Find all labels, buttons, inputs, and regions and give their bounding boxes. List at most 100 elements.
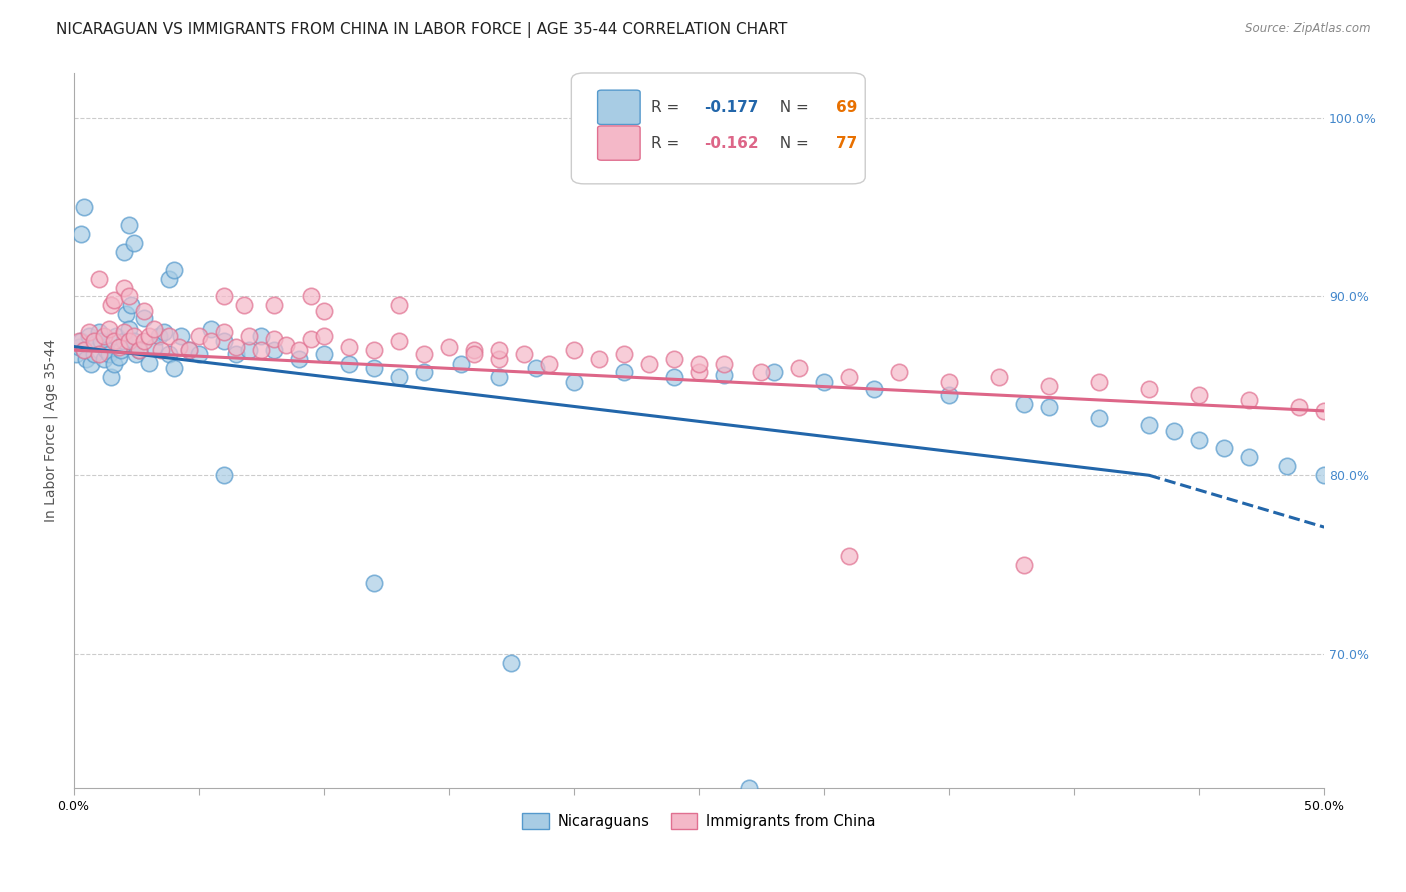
Point [100,298,122,312]
Point [388,298,411,312]
Point [100,370,122,384]
Point [117,321,139,335]
Point [93,352,115,367]
Point [412,365,434,379]
Point [67,334,90,348]
Point [65,347,87,361]
Point [450,358,472,372]
Point [87,271,110,285]
Point [122,235,145,250]
Point [238,328,260,343]
Point [112,334,135,348]
Point [177,343,200,358]
Point [163,262,186,277]
Point [150,343,173,358]
Point [1088,376,1111,390]
Point [120,298,142,312]
Point [713,368,735,383]
Point [72,343,94,358]
Point [187,347,209,361]
Text: R =: R = [651,136,685,151]
Point [337,340,360,354]
Point [537,358,560,372]
Point [200,321,222,335]
Point [117,218,139,232]
Point [738,781,761,796]
Point [513,347,536,361]
FancyBboxPatch shape [598,126,640,161]
Point [97,321,120,335]
Point [838,549,860,563]
Point [80,358,103,372]
Point [187,328,209,343]
Point [938,376,960,390]
Point [299,289,322,303]
Point [200,334,222,348]
Point [157,328,180,343]
Point [488,370,510,384]
Text: Source: ZipAtlas.com: Source: ZipAtlas.com [1246,22,1371,36]
Point [762,365,785,379]
Point [93,328,115,343]
Point [232,298,254,312]
Point [250,343,273,358]
Point [138,356,160,370]
Point [225,340,247,354]
Point [1038,379,1060,393]
Point [988,370,1011,384]
Point [524,361,547,376]
Point [1288,401,1310,415]
Point [112,280,135,294]
Point [107,351,129,365]
Text: R =: R = [651,100,685,115]
Point [1137,383,1160,397]
Point [363,343,385,358]
Point [1213,442,1236,456]
Point [103,293,125,307]
Point [1313,404,1336,418]
Point [105,328,128,343]
Point [70,334,93,348]
Point [1038,401,1060,415]
Point [103,358,125,372]
Point [263,298,285,312]
Point [488,343,510,358]
Point [157,347,180,361]
Point [463,343,485,358]
Point [863,383,886,397]
Point [225,347,247,361]
Point [212,289,235,303]
Point [437,340,460,354]
Point [263,343,285,358]
Point [77,328,100,343]
Point [1012,558,1035,572]
Point [138,328,160,343]
Point [1237,393,1260,408]
Point [412,347,434,361]
Point [103,334,125,348]
Point [87,325,110,339]
Point [212,468,235,483]
Text: NICARAGUAN VS IMMIGRANTS FROM CHINA IN LABOR FORCE | AGE 35-44 CORRELATION CHART: NICARAGUAN VS IMMIGRANTS FROM CHINA IN L… [56,22,787,38]
Point [112,244,135,259]
Point [115,307,138,321]
Point [562,343,585,358]
Point [1188,388,1211,402]
Point [688,365,710,379]
Point [1088,411,1111,425]
Point [72,200,94,214]
Point [287,343,309,358]
Point [787,361,810,376]
Point [588,352,610,367]
Point [170,328,193,343]
Point [125,347,148,361]
Point [938,388,960,402]
Point [122,334,145,348]
Point [94,343,117,358]
Point [613,347,636,361]
Point [662,370,685,384]
Point [107,340,129,354]
Point [122,328,145,343]
Point [132,303,155,318]
Point [1275,459,1298,474]
